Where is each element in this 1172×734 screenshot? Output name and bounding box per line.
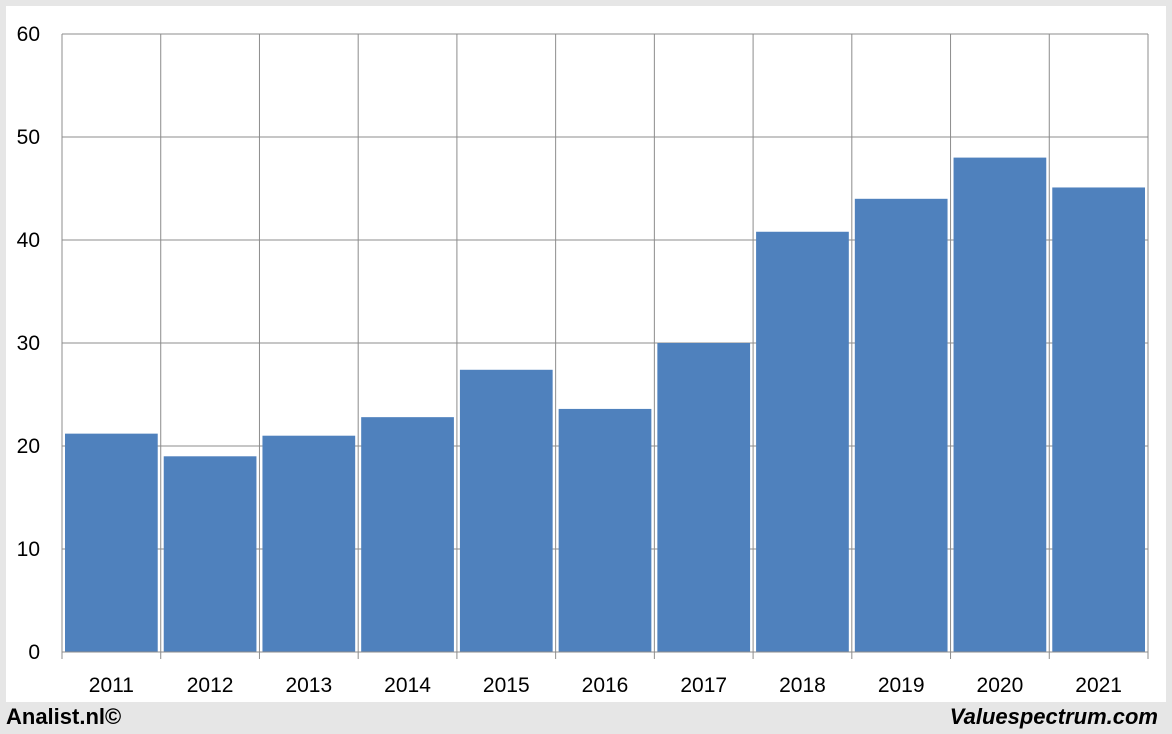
y-tick-label: 30 bbox=[17, 332, 40, 355]
x-tick-label: 2020 bbox=[977, 674, 1024, 697]
bar-2021 bbox=[1052, 187, 1145, 652]
x-tick-label: 2018 bbox=[779, 674, 826, 697]
bar-2020 bbox=[953, 157, 1047, 652]
y-tick-label: 10 bbox=[17, 538, 40, 561]
bar-2014 bbox=[361, 417, 454, 652]
footer-credit-right: Valuespectrum.com bbox=[949, 704, 1158, 729]
x-tick-label: 2014 bbox=[384, 674, 431, 697]
x-tick-label: 2011 bbox=[89, 674, 134, 697]
x-tick-label: 2017 bbox=[680, 674, 727, 697]
x-tick-label: 2016 bbox=[582, 674, 629, 697]
x-tick-label: 2012 bbox=[187, 674, 234, 697]
bar-2017 bbox=[657, 343, 751, 652]
bar-2011 bbox=[65, 433, 158, 652]
y-tick-label: 50 bbox=[17, 126, 40, 149]
bar-2019 bbox=[854, 198, 948, 653]
y-tick-label: 40 bbox=[17, 229, 40, 252]
x-tick-label: 2013 bbox=[285, 674, 332, 697]
bar-2015 bbox=[459, 369, 553, 652]
bar-2012 bbox=[163, 456, 257, 652]
bar-2018 bbox=[756, 231, 849, 652]
x-tick-label: 2021 bbox=[1075, 674, 1122, 697]
x-tick-label: 2015 bbox=[483, 674, 530, 697]
y-tick-label: 60 bbox=[17, 23, 40, 46]
bar-2013 bbox=[262, 435, 356, 652]
y-tick-label: 0 bbox=[28, 641, 40, 664]
y-tick-label: 20 bbox=[17, 435, 40, 458]
footer-credit-left: Analist.nl© bbox=[6, 704, 122, 729]
bar-2016 bbox=[558, 408, 652, 652]
x-tick-label: 2019 bbox=[878, 674, 925, 697]
